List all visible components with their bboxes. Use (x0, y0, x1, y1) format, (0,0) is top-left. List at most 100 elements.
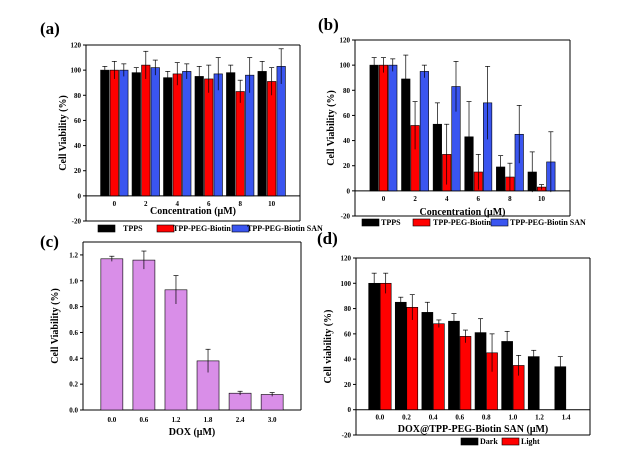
panel-d-xtick-label: 0.6 (455, 414, 464, 422)
panel-c-ytick-label: 1.2 (69, 251, 78, 259)
panel-b-bar-2-0 (388, 64, 398, 192)
panel-c-bar-0-5 (260, 394, 284, 411)
panel-b-ytick-label: 120 (340, 37, 351, 45)
panel-c-xtick-label: 3.0 (268, 416, 277, 424)
panel-d-bar-0-2 (421, 312, 434, 411)
panel-c-bar-0-1 (132, 259, 156, 411)
panel-b-legend-label-1: TPP-PEG-Biotin (433, 218, 491, 227)
panel-d-bar-1-1 (406, 307, 419, 411)
panel-b-xtick-label: 6 (477, 195, 481, 203)
panel-b-x-axis-title: Concentration (μM) (420, 207, 506, 218)
panel-d-xtick-label: 0.2 (402, 414, 411, 422)
panel-d-bar-1-0 (379, 282, 392, 411)
panel-a-letter: (a) (40, 19, 60, 38)
panel-a-ytick-label: 120 (71, 42, 82, 50)
panel-b-xtick-label: 8 (508, 195, 512, 203)
panel-a-legend-swatch-1 (156, 224, 175, 233)
panel-a-ytick-label: 0 (78, 192, 82, 200)
panel-c-ytick-label: 0.2 (69, 381, 78, 389)
panel-a-legend-label-0: TPPS (123, 224, 143, 233)
panel-b-ytick-label: 80 (343, 87, 351, 95)
panel-b-xtick-label: 10 (538, 195, 546, 203)
panel-a-bar-2-3 (213, 73, 223, 197)
panel-b-ytick-label: 60 (343, 112, 351, 120)
panel-b-bar-1-0 (378, 64, 389, 192)
panel-d-ytick-label: 100 (341, 280, 352, 288)
panel-c-x-axis-title: DOX (μM) (169, 427, 216, 438)
panel-d-bar-0-1 (394, 301, 407, 411)
panel-d-bar-1-2 (433, 323, 445, 411)
panel-a-legend-swatch-0 (97, 224, 116, 233)
panel-a-bar-0-1 (131, 72, 141, 197)
panel-c-xtick-label: 1.8 (204, 416, 213, 424)
panel-a-bar-1-2 (172, 73, 182, 197)
panel-a-bar-1-1 (141, 64, 151, 197)
panel-a-xtick-label: 0 (113, 200, 117, 208)
panel-c-letter: (c) (40, 232, 59, 251)
panel-d-xtick-label: 0.4 (429, 414, 438, 422)
panel-d-ytick-label: 20 (344, 381, 352, 389)
panel-b-legend-label-0: TPPS (381, 218, 401, 227)
panel-b-ytick-label: -20 (341, 213, 351, 221)
panel-b-bar-2-1 (419, 71, 429, 192)
panel-d-xtick-label: 1.2 (535, 414, 544, 422)
panel-d-ytick-label: 60 (344, 330, 352, 338)
panel-a-bar-1-5 (267, 81, 277, 197)
panel-a-y-axis-title: Cell Viability (%) (58, 95, 69, 171)
panel-a-legend-label-2: TPP-PEG-Biotin SAN (247, 224, 323, 233)
panel-d-ytick-label: -20 (342, 432, 352, 440)
panel-a-bar-0-2 (163, 77, 173, 197)
panel-a-chart: (a) -20 0 20 40 60 80 100 120 0 2 4 6 8 10 Concentratio… (40, 19, 323, 233)
panel-d-ytick-label: 80 (344, 305, 352, 313)
panel-b-ytick-label: 20 (343, 162, 351, 170)
panel-a-bar-2-2 (182, 71, 192, 197)
panel-d-chart: (d) -20 0 20 40 60 80 100 120 0.0 0.2 0.4 0.6 0.8 1.0 1… (317, 229, 591, 446)
panel-b-y-axis-title: Cell Viability (%) (326, 90, 337, 166)
panel-a-ytick-label: 60 (74, 117, 82, 125)
panel-b-ytick-label: 100 (340, 62, 351, 70)
panel-a-xtick-label: 4 (176, 200, 180, 208)
panel-a-x-axis-title: Concentration (μM) (150, 206, 236, 217)
panel-d-bar-0-3 (448, 320, 460, 411)
panel-d-legend-swatch-0 (460, 437, 479, 446)
panel-a-ytick-label: -20 (72, 218, 82, 226)
panel-d-legend-label-1: Light (521, 437, 540, 446)
panel-b-bar-0-0 (369, 64, 379, 192)
panel-a-xtick-label: 8 (238, 200, 242, 208)
panel-b-legend-swatch-0 (361, 218, 380, 227)
panel-a-xtick-label: 10 (268, 200, 276, 208)
panel-a-bar-1-3 (204, 78, 214, 197)
panel-d-ytick-label: 0 (348, 406, 352, 414)
panel-b-ytick-label: 40 (343, 137, 351, 145)
panel-b-chart: (b) -20 0 20 40 60 80 100 120 0 2 4 6 8 10 Concentratio… (318, 15, 586, 227)
panel-c-ytick-label: 0.6 (69, 329, 78, 337)
panel-c-ytick-label: 0.8 (69, 303, 78, 311)
panel-b-ytick-label: 0 (347, 187, 351, 195)
panel-a-bar-2-4 (245, 74, 255, 197)
panel-c-bar-0-0 (100, 258, 124, 411)
panel-a-ytick-label: 40 (74, 142, 82, 150)
panel-b-legend-swatch-1 (412, 218, 431, 227)
panel-a-bar-2-5 (276, 66, 286, 197)
panel-c-ytick-label: 1.0 (69, 277, 78, 285)
panel-d-xtick-label: 0.8 (482, 414, 491, 422)
panel-a-xtick-label: 2 (144, 200, 148, 208)
panel-c-xtick-label: 0.0 (107, 416, 116, 424)
panel-c-bar-0-2 (164, 289, 188, 411)
panel-d-y-axis-title: Cell viability (%) (323, 310, 334, 384)
panel-d-bar-0-5 (501, 341, 513, 411)
panel-c-xtick-label: 1.2 (172, 416, 181, 424)
panel-d-bar-1-3 (459, 336, 472, 411)
panel-c-xtick-label: 2.4 (236, 416, 245, 424)
panel-a-bar-0-3 (194, 76, 204, 197)
panel-a-bar-0-5 (257, 71, 267, 197)
panel-a-bar-0-0 (100, 69, 110, 197)
panel-c-chart: (c) 0.0 0.2 0.4 0.6 0.8 1.0 1.2 0.0 0.6 1.2 1.8 2.4 3… (40, 232, 302, 438)
panel-a-bar-2-1 (150, 67, 160, 197)
panel-a-ytick-label: 20 (74, 167, 82, 175)
panel-c-y-axis-title: Cell Viability (%) (50, 288, 61, 364)
panel-a-ytick-label: 100 (71, 67, 82, 75)
panel-b-legend-swatch-2 (490, 218, 509, 227)
panel-a-bar-2-0 (119, 69, 129, 197)
